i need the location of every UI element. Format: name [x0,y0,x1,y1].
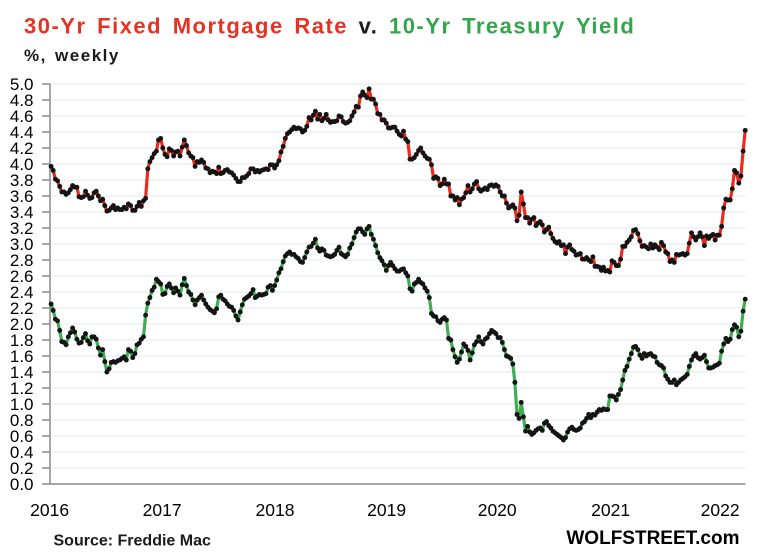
svg-text:0.4: 0.4 [10,443,34,462]
svg-text:4.4: 4.4 [10,123,34,142]
svg-text:1.8: 1.8 [10,331,34,350]
svg-text:2017: 2017 [143,500,182,520]
svg-text:WOLFSTREET.com: WOLFSTREET.com [566,528,739,549]
svg-text:0.6: 0.6 [10,427,34,446]
svg-text:3.4: 3.4 [10,203,34,222]
svg-text:2019: 2019 [367,500,406,520]
svg-text:%, weekly: %, weekly [24,46,120,65]
svg-text:0.0: 0.0 [10,475,34,494]
svg-text:2022: 2022 [701,500,740,520]
svg-text:2020: 2020 [478,500,517,520]
svg-text:1.2: 1.2 [10,379,34,398]
svg-text:30-Yr Fixed Mortgage Rate v. 1: 30-Yr Fixed Mortgage Rate v. 10-Yr Treas… [24,14,635,39]
svg-text:0.2: 0.2 [10,459,34,478]
svg-text:1.6: 1.6 [10,347,34,366]
svg-text:0.8: 0.8 [10,411,34,430]
svg-text:4.8: 4.8 [10,91,34,110]
svg-text:2021: 2021 [591,500,630,520]
svg-text:2018: 2018 [256,500,295,520]
svg-text:1.0: 1.0 [10,395,34,414]
svg-text:4.6: 4.6 [10,107,34,126]
svg-text:3.0: 3.0 [10,235,34,254]
svg-text:2.2: 2.2 [10,299,34,318]
svg-text:4.2: 4.2 [10,139,34,158]
svg-text:3.6: 3.6 [10,187,34,206]
svg-text:2.8: 2.8 [10,251,34,270]
svg-text:2.0: 2.0 [10,315,34,334]
svg-text:2016: 2016 [30,500,69,520]
svg-text:Source: Freddie Mac: Source: Freddie Mac [54,533,211,550]
svg-text:2.4: 2.4 [10,283,34,302]
svg-text:3.2: 3.2 [10,219,34,238]
svg-text:3.8: 3.8 [10,171,34,190]
svg-text:4.0: 4.0 [10,155,34,174]
svg-text:1.4: 1.4 [10,363,34,382]
svg-text:5.0: 5.0 [10,75,34,94]
svg-text:2.6: 2.6 [10,267,34,286]
